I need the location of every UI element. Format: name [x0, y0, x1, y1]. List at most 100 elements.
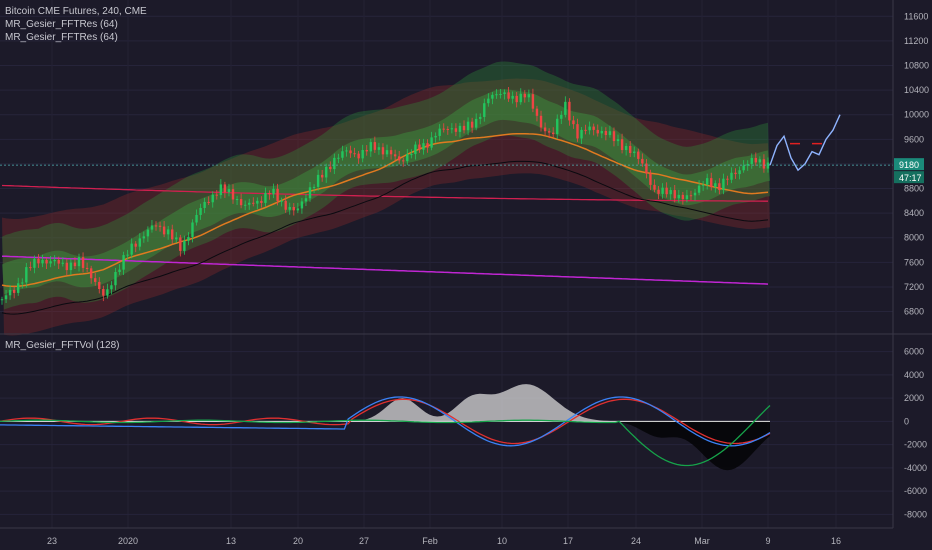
- candle-body: [304, 198, 308, 202]
- volume-tick-label: -2000: [904, 440, 927, 450]
- candle-body: [446, 129, 450, 131]
- fft-volume-indicator: [0, 384, 771, 471]
- indicator-legend-2[interactable]: MR_Gesier_FFTRes (64): [5, 32, 118, 43]
- candle-body: [114, 271, 117, 286]
- candle-body: [499, 93, 502, 95]
- candle-body: [418, 144, 421, 150]
- candle-body: [41, 259, 44, 264]
- candle-body: [491, 94, 494, 99]
- candle-body: [276, 188, 279, 201]
- candle-body: [146, 229, 150, 237]
- candle-body: [12, 289, 16, 293]
- price-axis[interactable]: 6800720076008000840088009200960010000104…: [904, 11, 929, 316]
- candle-body: [564, 101, 567, 115]
- candle-body: [166, 229, 170, 235]
- candle-body: [49, 261, 52, 264]
- candle-body: [726, 178, 729, 180]
- candle-body: [191, 222, 194, 237]
- chart-title: Bitcoin CME Futures, 240, CME: [5, 6, 147, 17]
- candle-body: [454, 128, 458, 132]
- candle-body: [381, 147, 385, 155]
- candle-body: [556, 118, 559, 135]
- candle-body: [503, 92, 506, 94]
- time-tick-label: Mar: [694, 536, 710, 546]
- volume-tick-label: 6000: [904, 347, 924, 357]
- price-tick-label: 10000: [904, 110, 929, 120]
- volume-positive-area: [0, 384, 770, 422]
- candle-body: [150, 225, 154, 230]
- orange-fft-line: [1, 132, 769, 288]
- candle-body: [750, 157, 753, 164]
- candle-body: [730, 172, 733, 180]
- candle-body: [641, 158, 644, 164]
- candle-body: [677, 194, 681, 199]
- candle-body: [531, 94, 535, 109]
- candle-body: [551, 132, 555, 135]
- price-tick-label: 10800: [904, 61, 929, 71]
- candle-body: [673, 190, 676, 199]
- candle-body: [171, 229, 174, 240]
- candle-body: [523, 93, 527, 98]
- indicator-legend-1[interactable]: MR_Gesier_FFTRes (64): [5, 19, 118, 30]
- candle-body: [515, 95, 518, 103]
- candle-body: [296, 208, 300, 211]
- candle-body: [73, 262, 77, 267]
- candle-body: [580, 129, 583, 139]
- volume-tick-label: 2000: [904, 393, 924, 403]
- volume-blue-line: [0, 396, 771, 447]
- price-tick-label: 7600: [904, 257, 924, 267]
- candle-body: [280, 200, 283, 202]
- candle-body: [665, 187, 668, 195]
- candle-body: [718, 183, 721, 191]
- candle-body: [466, 121, 470, 131]
- candle-body: [211, 194, 214, 203]
- candle-body: [345, 150, 348, 152]
- candle-body: [292, 207, 295, 211]
- candle-body: [483, 103, 486, 117]
- volume-tick-label: -4000: [904, 463, 927, 473]
- candle-body: [158, 225, 162, 227]
- candle-body: [681, 194, 685, 200]
- candle-body: [260, 200, 263, 203]
- candle-body: [126, 254, 129, 256]
- volume-tick-label: 4000: [904, 370, 924, 380]
- candle-body: [8, 289, 12, 296]
- candle-body: [25, 267, 28, 283]
- candle-body: [357, 153, 360, 159]
- candle-body: [341, 151, 344, 158]
- candle-body: [406, 154, 409, 162]
- candle-body: [316, 174, 320, 187]
- candle-body: [624, 146, 628, 151]
- candle-body: [596, 129, 599, 134]
- lower-indicator-legend[interactable]: MR_Gesier_FFTVol (128): [5, 340, 119, 351]
- candle-body: [365, 149, 368, 152]
- candle-body: [231, 189, 235, 200]
- candle-body: [527, 94, 531, 98]
- candle-body: [414, 144, 417, 155]
- candle-body: [361, 149, 364, 159]
- candle-body: [130, 243, 133, 255]
- volume-axis[interactable]: 6000 4000 2000 0 -2000 -4000 -6000 -8000: [904, 347, 927, 520]
- candle-body: [458, 125, 462, 132]
- candle-body: [705, 178, 709, 185]
- candle-body: [69, 262, 73, 271]
- candle-body: [637, 151, 640, 159]
- candle-body: [162, 226, 166, 235]
- candle-body: [495, 94, 498, 96]
- candle-body: [669, 190, 672, 195]
- candle-body: [462, 125, 466, 131]
- candle-body: [535, 108, 539, 116]
- candle-body: [426, 143, 429, 148]
- time-axis[interactable]: 23 2020 13 20 27 Feb 10 17 24 Mar 9 16: [47, 536, 841, 546]
- volume-tick-label: -6000: [904, 486, 927, 496]
- candle-body: [766, 162, 770, 169]
- time-tick-label: 13: [226, 536, 236, 546]
- candle-body: [118, 269, 121, 272]
- candle-body: [410, 154, 413, 156]
- candle-body: [393, 154, 397, 157]
- candle-body: [272, 188, 275, 195]
- volume-negative-area: [0, 421, 770, 471]
- candle-body: [17, 283, 20, 293]
- candle-body: [616, 139, 620, 142]
